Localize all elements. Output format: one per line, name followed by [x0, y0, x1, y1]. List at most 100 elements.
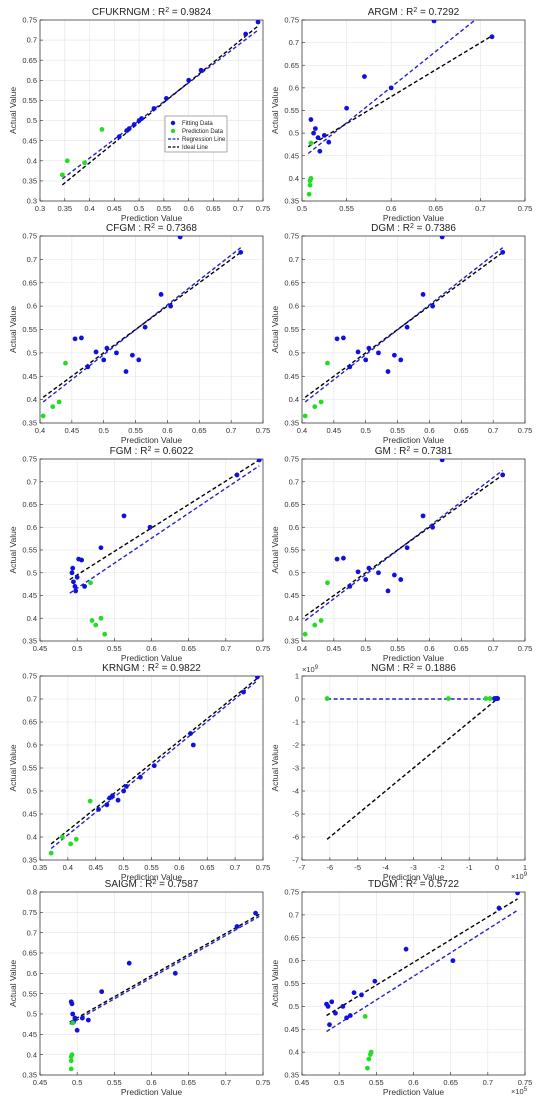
x-axis-label: Prediction Value: [383, 213, 445, 223]
chart-panel-argm: 0.5 0.55 0.6 0.65 0.7 0.75 0.35 0.4 0.45 0.5 0.55 0…: [270, 7, 532, 223]
x-tick-label: 0.6: [386, 204, 396, 213]
y-axis-label: Actual Value: [270, 306, 280, 353]
fitting-point: [388, 85, 394, 91]
x-tick-label: 0.5: [134, 204, 144, 213]
y-tick-label: 0.4: [289, 174, 299, 183]
prediction-point: [302, 631, 308, 637]
fitting-point: [344, 1015, 349, 1021]
y-tick-label: 0.7: [289, 38, 299, 47]
y-tick-label: 0.6: [27, 523, 37, 532]
y-tick-label: 0.45: [22, 136, 37, 145]
prediction-point: [325, 580, 330, 586]
y-tick-label: -4: [292, 787, 299, 796]
ideal-line: [326, 898, 518, 1017]
x-exponent: ×105: [511, 1087, 528, 1096]
fitting-point: [326, 139, 332, 145]
plot-area: [59, 20, 261, 186]
regression-line: [304, 469, 504, 622]
chart-title: KRNGM : R2 = 0.9822: [102, 663, 201, 674]
prediction-point: [89, 618, 95, 623]
ideal-line: [50, 677, 258, 845]
prediction-point: [93, 622, 99, 628]
x-tick-label: 0.65: [454, 426, 469, 435]
x-tick-label: 0.4: [297, 426, 307, 435]
y-tick-label: 0.35: [22, 856, 37, 865]
fitting-point: [71, 579, 76, 585]
x-tick-label: 0.75: [256, 863, 271, 872]
y-tick-label: 0.5: [289, 1002, 299, 1011]
fitting-point: [186, 77, 192, 83]
fitting-point: [311, 130, 316, 136]
plot-area: [302, 236, 506, 419]
prediction-point: [307, 182, 313, 188]
fitting-point: [341, 335, 346, 341]
x-tick-label: 0.5: [72, 644, 82, 653]
x-tick-label: 0.7: [475, 204, 485, 213]
y-tick-label: 0.4: [289, 614, 299, 623]
fitting-point: [355, 569, 361, 575]
ideal-line: [69, 459, 260, 581]
y-tick-label: 0.75: [22, 672, 37, 681]
y-axis-label: Actual Value: [270, 960, 280, 1007]
fitting-point: [329, 999, 335, 1005]
y-tick-label: -5: [292, 810, 299, 819]
fitting-point: [430, 524, 436, 530]
y-tick-label: 0.35: [22, 1071, 37, 1080]
plot-area: [302, 459, 506, 637]
fitting-point: [439, 236, 445, 240]
fitting-point: [500, 249, 506, 255]
fitting-point: [85, 364, 91, 370]
fitting-point: [391, 572, 397, 578]
x-tick-label: 1: [523, 863, 527, 872]
fitting-point: [129, 352, 135, 358]
x-tick-label: 0.75: [518, 426, 533, 435]
chart-panel-tdgm: 0.45 0.5 0.55 0.6 0.65 0.7 0.75 0.35 0.4 0.45 0.5 0…: [270, 879, 532, 1097]
fitting-point: [327, 1022, 332, 1028]
x-tick-label: 0.65: [181, 644, 196, 653]
x-tick-label: 0.3: [35, 204, 45, 213]
fitting-point: [366, 345, 372, 351]
x-tick-label: 0.55: [144, 863, 159, 872]
x-tick-label: 0.4: [63, 863, 73, 872]
x-tick-label: 0.55: [107, 1078, 122, 1087]
chart-panel-ngm: -7 -6 -5 -4 -3 -2 -1 0 1-7-6-5-4-3-2-101×109×109…: [270, 663, 528, 882]
fitting-point: [256, 459, 262, 463]
x-tick-label: 0.6: [424, 644, 434, 653]
y-tick-label: 0.75: [22, 16, 37, 25]
chart-panel-dgm: 0.4 0.45 0.5 0.55 0.6 0.65 0.7 0.750.350.40.450…: [270, 223, 532, 445]
chart-panel-fgm: 0.45 0.5 0.55 0.6 0.65 0.7 0.75 0.35 0.4 0.45 0.5 0…: [8, 446, 270, 663]
plot-area: [324, 696, 501, 840]
x-tick-label: 0.65: [443, 1078, 458, 1087]
chart-title: GM : R2 = 0.7381: [375, 446, 453, 457]
chart-panel-cfukrngm: 0.3 0.35 0.4 0.45 0.5 0.55 0.6 0.65 0.7 0.75 0.3 0.…: [8, 7, 270, 223]
fitting-point: [139, 116, 144, 121]
y-tick-label: 0.35: [284, 637, 299, 646]
x-tick-label: 0.4: [35, 426, 45, 435]
fitting-point: [255, 676, 260, 680]
x-tick-label: 0.55: [128, 426, 143, 435]
y-tick-label: 0.55: [284, 106, 299, 115]
prediction-point: [40, 413, 46, 419]
prediction-point: [445, 696, 451, 701]
x-tick-label: 0.35: [33, 863, 48, 872]
y-tick-label: 0.75: [22, 455, 37, 464]
y-tick-label: 0.75: [284, 232, 299, 241]
fitting-point: [147, 524, 153, 530]
y-tick-label: 0.7: [27, 255, 37, 264]
fitting-point: [366, 565, 372, 571]
fitting-point: [238, 249, 244, 255]
y-tick-label: 0.7: [27, 477, 37, 486]
y-tick-label: 0.5: [27, 1010, 37, 1019]
y-tick-label: 0.55: [22, 764, 37, 773]
x-tick-label: 0.7: [221, 644, 231, 653]
y-tick-label: 0.65: [284, 61, 299, 70]
y-tick-label: 0.55: [22, 325, 37, 334]
fitting-point: [344, 105, 349, 111]
y-tick-label: 0.35: [284, 419, 299, 428]
prediction-point: [70, 1020, 76, 1026]
regression-line: [326, 909, 518, 1033]
prediction-point: [365, 1065, 370, 1071]
fitting-point: [82, 584, 87, 589]
y-tick-label: 0.45: [22, 372, 37, 381]
fitting-point: [398, 577, 404, 582]
